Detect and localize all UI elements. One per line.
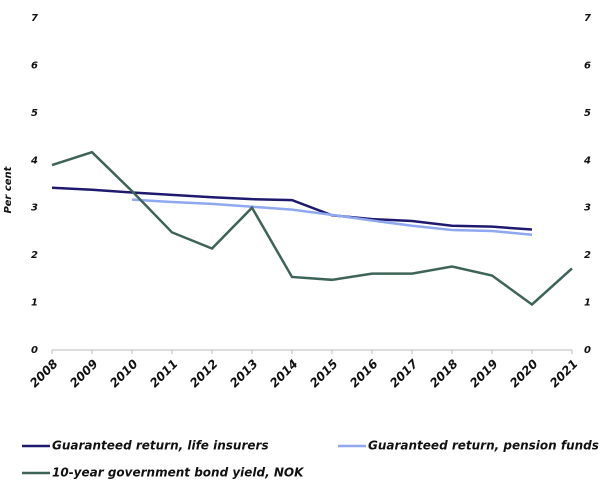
legend-label: Guaranteed return, life insurers <box>52 439 269 453</box>
x-tick-label: 2008 <box>27 357 61 391</box>
y2-tick-label: 2 <box>584 250 591 261</box>
y2-tick-label: 6 <box>584 60 591 71</box>
x-tick-label: 2012 <box>187 357 221 391</box>
y2-tick-label: 4 <box>583 155 591 166</box>
x-tick-label: 2010 <box>107 357 141 391</box>
x-tick-label: 2019 <box>467 357 501 391</box>
legend-label: Guaranteed return, pension funds <box>368 439 599 453</box>
y-tick-label: 3 <box>31 203 38 214</box>
y2-tick-label: 5 <box>584 108 591 119</box>
y-tick-label: 6 <box>31 60 38 71</box>
x-tick-label: 2015 <box>307 357 341 391</box>
y-tick-label: 4 <box>30 155 38 166</box>
y2-tick-label: 1 <box>584 298 591 309</box>
x-tick-label: 2009 <box>67 357 101 391</box>
x-tick-label: 2011 <box>147 357 181 391</box>
x-tick-label: 2017 <box>387 356 421 390</box>
y-tick-label: 7 <box>31 13 38 24</box>
x-tick-label: 2020 <box>507 357 541 391</box>
x-tick-label: 2016 <box>347 357 381 391</box>
y-tick-label: 1 <box>31 298 38 309</box>
y-tick-label: 2 <box>31 250 38 261</box>
y2-tick-label: 3 <box>584 203 591 214</box>
y-axis-label: Per cent <box>3 165 14 213</box>
x-tick-label: 2021 <box>547 357 581 391</box>
x-tick-label: 2014 <box>267 357 301 391</box>
y2-tick-label: 0 <box>584 345 591 356</box>
y-tick-label: 0 <box>31 345 38 356</box>
x-tick-label: 2018 <box>427 357 461 391</box>
y-tick-label: 5 <box>31 108 38 119</box>
series-line <box>131 198 533 236</box>
legend-label: 10-year government bond yield, NOK <box>52 466 305 480</box>
series-line <box>51 150 573 307</box>
y2-tick-label: 7 <box>584 13 591 24</box>
x-tick-label: 2013 <box>227 357 261 391</box>
